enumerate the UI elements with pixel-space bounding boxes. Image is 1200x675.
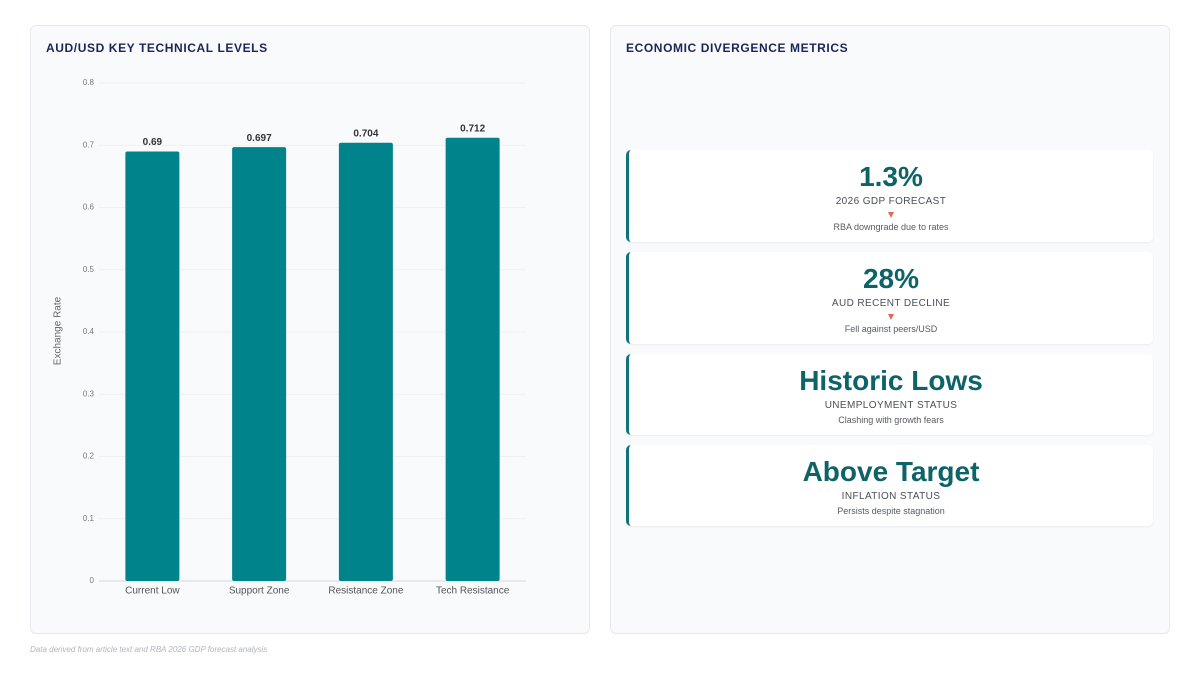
y-tick-label: 0.7 [83,140,95,149]
value-label: 0.69 [143,137,163,148]
chart-panel: AUD/USD KEY TECHNICAL LEVELS Exchange Ra… [30,25,590,634]
metrics-title: ECONOMIC DIVERGENCE METRICS [626,41,849,55]
metric-cards: 1.3% 2026 GDP FORECAST RBA downgrade due t… [626,150,1153,526]
bar [338,142,393,581]
metric-value: 1.3% [859,161,923,192]
y-tick-label: 0.8 [83,78,95,87]
metric-value: Historic Lows [799,365,983,396]
y-tick-label: 0.5 [83,265,95,274]
chart: Exchange Rate 0 0.1 0.2 0.3 0.4 0.5 0.6 0.7 0.8 C… [53,78,526,597]
x-tick-label: Current Low [125,586,180,597]
metrics-panel: ECONOMIC DIVERGENCE METRICS 1.3% 2026 GDP… [610,25,1170,634]
value-label: 0.712 [460,123,485,134]
chart-title: AUD/USD KEY TECHNICAL LEVELS [46,41,268,55]
x-tick-label: Tech Resistance [436,586,510,597]
bar [445,137,500,581]
metric-value: Above Target [802,456,980,487]
metric-label: UNEMPLOYMENT STATUS [824,400,958,411]
y-tick-label: 0.3 [83,389,95,398]
y-tick-label: 0.4 [83,327,95,336]
y-axis-label: Exchange Rate [53,296,64,365]
y-tick-label: 0.6 [83,203,95,212]
metric-value: 28% [862,263,920,294]
y-tick-label: 0.1 [83,514,95,523]
metric-label: AUD RECENT DECLINE [831,298,951,309]
value-label: 0.704 [353,128,378,139]
metric-note: Persists despite stagnation [837,506,945,516]
bar [232,147,287,581]
metric-label: INFLATION STATUS [841,491,941,502]
metric-label: 2026 GDP FORECAST [835,196,947,207]
metric-note: RBA downgrade due to rates [833,222,949,232]
metric-card: Above Target INFLATION STATUS Persists des… [626,445,1153,526]
metric-card: 1.3% 2026 GDP FORECAST RBA downgrade due t… [626,150,1153,242]
x-tick-label: Support Zone [229,586,290,597]
metric-note: Clashing with growth fears [838,415,944,425]
value-label: 0.697 [247,133,272,144]
y-tick-label: 0.2 [83,452,95,461]
bar [125,151,180,581]
metric-card: 28% AUD RECENT DECLINE Fell against peers/… [626,252,1153,344]
trend-down-icon [888,314,894,320]
y-tick-label: 0 [90,576,95,585]
metric-card: Historic Lows UNEMPLOYMENT STATUS Clashing… [626,354,1153,435]
footer: Data derived from article text and RBA 2… [30,645,268,654]
trend-down-icon [888,212,894,218]
metric-note: Fell against peers/USD [844,324,938,334]
x-tick-label: Resistance Zone [328,586,403,597]
